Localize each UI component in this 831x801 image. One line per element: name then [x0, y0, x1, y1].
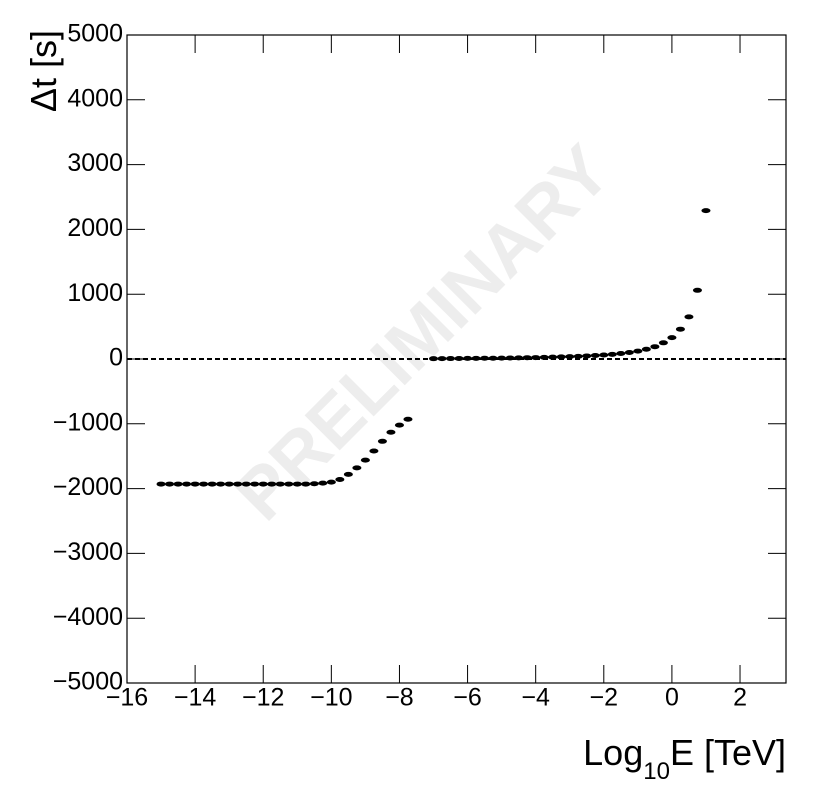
x-axis-label: Log10E [TeV] [583, 732, 786, 785]
data-point [386, 429, 396, 435]
x-tick-label: −14 [174, 684, 217, 712]
data-point [241, 481, 251, 487]
data-point [190, 481, 200, 487]
y-tick-label: 5000 [67, 20, 123, 48]
data-point [377, 438, 387, 444]
data-point [369, 448, 379, 454]
data-point [182, 481, 192, 487]
data-point [624, 350, 634, 356]
y-tick-label: −5000 [53, 668, 123, 696]
data-point [531, 355, 541, 361]
x-tick-label: −8 [385, 684, 414, 712]
data-point [429, 356, 439, 362]
data-point [352, 465, 362, 471]
data-point [582, 353, 592, 359]
data-point [216, 481, 226, 487]
data-point [701, 208, 711, 214]
data-point [650, 344, 660, 350]
data-point [692, 287, 702, 293]
data-point [343, 471, 353, 477]
data-point [326, 479, 336, 485]
data-point [658, 340, 668, 346]
data-point [471, 355, 481, 361]
data-point [590, 353, 600, 359]
data-point [454, 355, 464, 361]
data-point [556, 354, 566, 360]
y-tick-label: −3000 [53, 538, 123, 566]
data-point [488, 355, 498, 361]
data-point [233, 481, 243, 487]
data-point [675, 326, 685, 332]
data-point [548, 354, 558, 360]
y-tick-label: 2000 [67, 214, 123, 242]
y-axis-label: Δt [s] [23, 30, 64, 112]
data-point [573, 353, 583, 359]
y-tick-label: 1000 [67, 279, 123, 307]
data-point [173, 481, 183, 487]
data-point [284, 481, 294, 487]
data-point [403, 416, 413, 422]
data-point [207, 481, 217, 487]
data-point [463, 355, 473, 361]
data-point [599, 352, 609, 358]
x-label-base: Log [583, 732, 643, 773]
data-point [267, 481, 277, 487]
x-tick-label: 0 [665, 684, 679, 712]
data-point [437, 356, 447, 362]
data-point [224, 481, 234, 487]
data-point [318, 480, 328, 486]
x-tick-label: −2 [590, 684, 619, 712]
x-label-rest: E [TeV] [670, 732, 786, 773]
data-point [275, 481, 285, 487]
data-point [360, 457, 370, 463]
data-point [480, 355, 490, 361]
data-point [258, 481, 268, 487]
data-point [301, 481, 311, 487]
data-point [633, 348, 643, 354]
x-label-sub: 10 [643, 758, 670, 785]
data-point [309, 481, 319, 487]
data-point [497, 355, 507, 361]
data-point [165, 481, 175, 487]
data-point [335, 477, 345, 483]
y-tick-label: −4000 [53, 603, 123, 631]
data-point [250, 481, 260, 487]
x-tick-label: −10 [310, 684, 352, 712]
y-tick-label: −2000 [53, 473, 123, 501]
data-point [565, 354, 575, 360]
y-tick-label: 4000 [67, 84, 123, 112]
y-tick-label: −1000 [53, 408, 123, 436]
x-tick-label: −6 [453, 684, 482, 712]
data-point [684, 314, 694, 320]
data-point [539, 354, 549, 360]
data-point [292, 481, 302, 487]
watermark: PRELIMINARY [220, 130, 625, 535]
data-point [156, 481, 166, 487]
data-point [446, 356, 456, 362]
data-point [199, 481, 209, 487]
y-tick-label: 3000 [67, 149, 123, 177]
data-point [394, 422, 404, 428]
data-point [607, 351, 617, 357]
data-point [522, 355, 532, 361]
data-point [514, 355, 524, 361]
x-tick-label: −16 [106, 684, 148, 712]
x-tick-label: 2 [733, 684, 747, 712]
x-tick-label: −4 [521, 684, 550, 712]
data-point [667, 335, 677, 341]
x-tick-label: −12 [242, 684, 284, 712]
y-tick-label: 0 [109, 344, 123, 372]
data-point [616, 350, 626, 356]
data-point [505, 355, 515, 361]
data-point [641, 346, 651, 352]
